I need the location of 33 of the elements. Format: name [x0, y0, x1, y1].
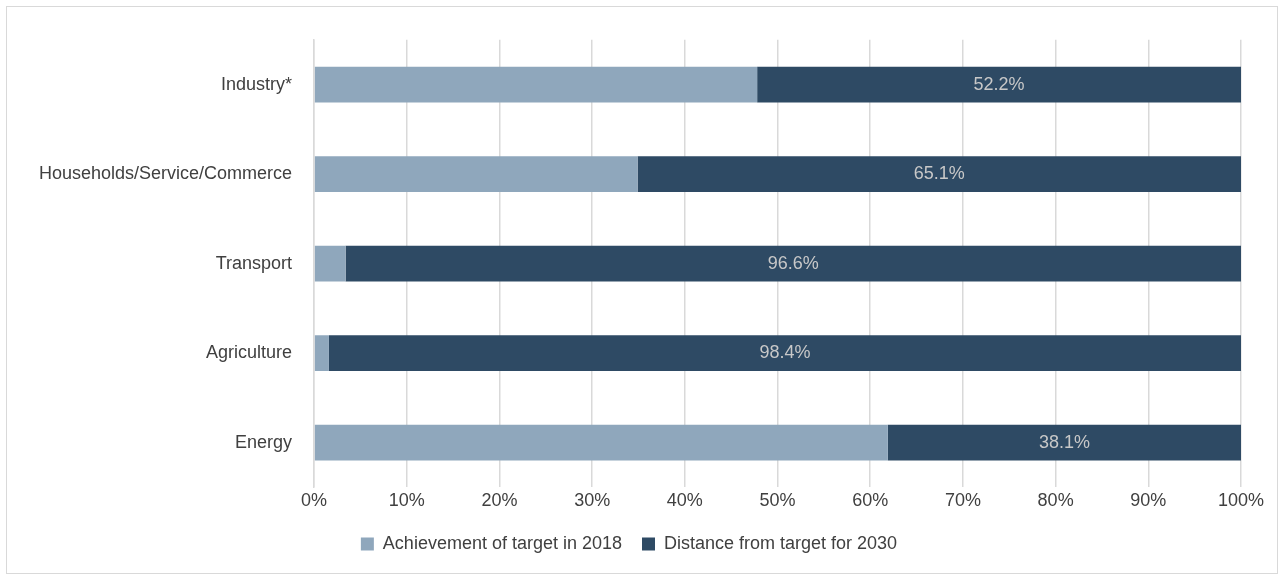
x-tick-label: 90% — [1130, 490, 1167, 511]
y-tick-label: Energy — [235, 431, 293, 452]
bar — [314, 245, 346, 282]
x-tick-label: 10% — [388, 490, 425, 511]
data-label: 98.4% — [759, 342, 811, 363]
x-tick-label: 40% — [666, 490, 703, 511]
y-tick-label: Agriculture — [206, 342, 293, 363]
legend-label: Achievement of target in 2018 — [382, 532, 623, 553]
x-tick-label: 50% — [759, 490, 796, 511]
bar — [314, 424, 888, 461]
x-tick-label: 0% — [301, 490, 328, 511]
bar — [314, 335, 329, 372]
y-tick-label: Households/Service/Commerce — [38, 163, 293, 184]
bar — [314, 66, 758, 103]
x-tick-label: 80% — [1037, 490, 1074, 511]
bar — [637, 156, 1241, 192]
x-tick-label: 20% — [481, 490, 518, 511]
data-label: 38.1% — [1038, 431, 1090, 452]
bar — [328, 335, 1241, 372]
bar — [887, 424, 1241, 461]
x-tick-label: 100% — [1217, 490, 1265, 511]
legend-label: Distance from target for 2030 — [664, 532, 898, 553]
data-label: 96.6% — [767, 252, 819, 273]
x-tick-label: 30% — [574, 490, 611, 511]
bar — [314, 156, 638, 192]
bar — [757, 66, 1241, 103]
data-label: 65.1% — [913, 163, 965, 184]
data-label: 52.2% — [973, 73, 1025, 94]
bar — [345, 245, 1241, 282]
x-tick-label: 60% — [852, 490, 889, 511]
y-tick-label: Industry* — [221, 73, 293, 94]
x-tick-label: 70% — [944, 490, 981, 511]
y-tick-label: Transport — [215, 252, 293, 273]
